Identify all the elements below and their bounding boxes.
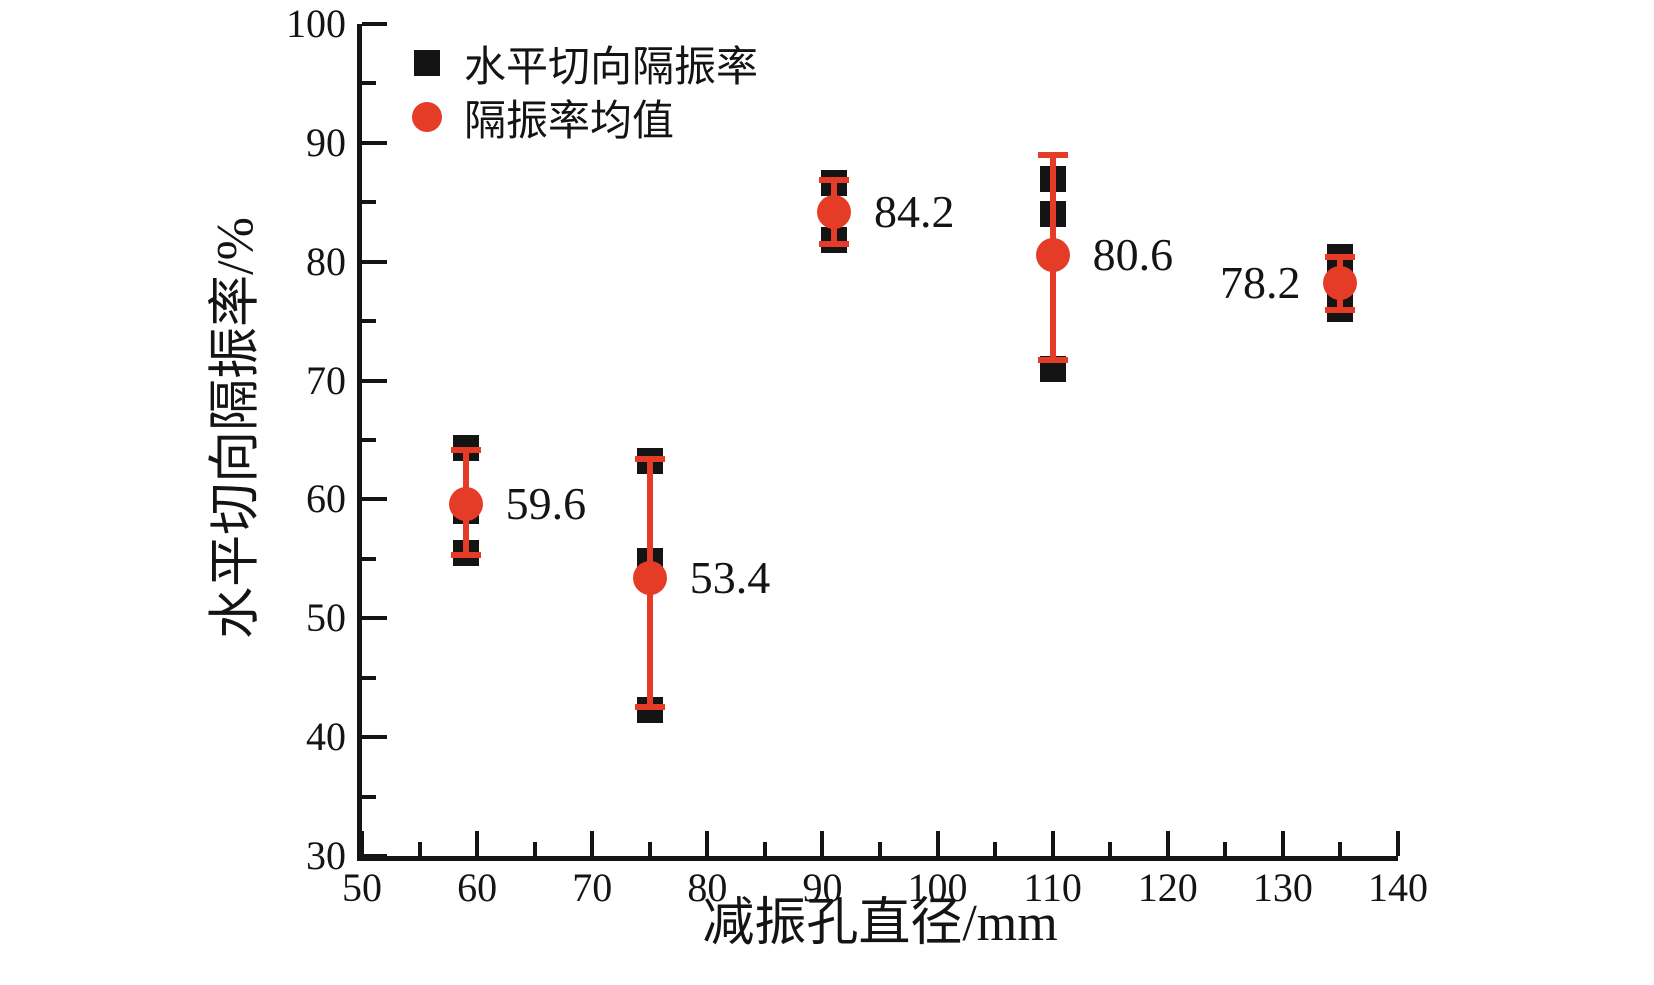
x-tick-label: 120	[1137, 865, 1198, 910]
x-minor-tick	[1108, 842, 1113, 856]
error-bar-cap-bottom	[1037, 357, 1068, 364]
y-tick-label: 80	[306, 238, 346, 284]
error-bar-cap-bottom	[450, 552, 481, 559]
x-major-tick	[590, 831, 595, 856]
data-point-mean-circle	[1035, 237, 1070, 272]
error-bar-cap-top	[1037, 151, 1068, 158]
y-major-tick	[362, 140, 387, 145]
square-marker-icon	[414, 50, 440, 76]
legend-square-marker	[412, 50, 442, 76]
data-point-mean-circle	[632, 560, 667, 595]
data-point-mean-circle	[448, 487, 483, 522]
y-tick-label: 100	[286, 1, 346, 46]
error-bar-cap-top	[1325, 253, 1356, 260]
y-major-tick	[362, 735, 387, 740]
x-minor-tick	[878, 842, 882, 856]
x-minor-tick	[762, 842, 767, 856]
y-minor-tick	[362, 556, 376, 561]
legend-label-squares: 水平切向隔振率	[464, 44, 759, 91]
y-major-tick	[362, 259, 387, 264]
y-tick-label: 40	[306, 714, 346, 760]
x-major-tick	[1396, 831, 1400, 856]
x-major-tick	[705, 831, 710, 856]
y-tick-label: 50	[306, 595, 346, 641]
legend: 水平切向隔振率 隔振率均值	[412, 36, 758, 145]
data-point-mean-circle	[1323, 266, 1358, 301]
y-major-tick	[362, 378, 387, 383]
mean-value-label: 80.6	[1092, 228, 1174, 280]
x-minor-tick	[532, 842, 537, 856]
x-tick-label: 60	[457, 865, 498, 910]
error-bar-cap-bottom	[1325, 307, 1356, 314]
x-tick-label: 50	[342, 865, 382, 910]
x-tick-label: 110	[1023, 865, 1082, 910]
legend-row-squares: 水平切向隔振率	[412, 36, 758, 91]
x-minor-tick	[647, 842, 652, 856]
error-bar-cap-top	[818, 176, 849, 183]
x-major-tick	[1165, 831, 1170, 856]
y-tick-label: 70	[306, 357, 346, 403]
error-bar-cap-top	[634, 456, 665, 463]
x-major-tick	[360, 831, 364, 856]
x-minor-tick	[417, 842, 422, 856]
circle-marker-icon	[412, 102, 442, 132]
y-major-tick	[362, 616, 387, 621]
mean-value-label: 84.2	[873, 185, 955, 237]
y-minor-tick	[362, 438, 376, 442]
y-minor-tick	[362, 319, 376, 324]
legend-row-mean: 隔振率均值	[412, 90, 758, 145]
legend-label-mean: 隔振率均值	[464, 98, 675, 145]
mean-value-label: 53.4	[689, 551, 771, 603]
error-bar-cap-bottom	[634, 704, 665, 711]
mean-value-label: 78.2	[1219, 257, 1301, 309]
x-minor-tick	[1223, 842, 1228, 856]
x-minor-tick	[993, 842, 998, 856]
error-bar-cap-bottom	[818, 240, 849, 247]
plot-area: 水平切向隔振率 隔振率均值 减振孔直径/mm 50 60 70 80 90 100 110 1…	[286, 4, 1428, 953]
x-minor-tick	[1338, 842, 1343, 856]
x-axis-spine	[357, 856, 1398, 861]
x-tick-label: 70	[572, 865, 613, 910]
x-major-tick	[1280, 831, 1285, 856]
x-major-tick	[475, 831, 480, 856]
y-minor-tick	[362, 675, 376, 680]
x-major-tick	[935, 831, 940, 856]
data-point-mean-circle	[816, 194, 851, 229]
y-tick-label: 90	[306, 119, 346, 165]
y-minor-tick	[362, 81, 376, 86]
x-tick-label: 80	[687, 865, 728, 910]
x-tick-label: 90	[802, 865, 843, 910]
x-tick-label: 130	[1252, 865, 1313, 910]
x-major-tick	[1050, 831, 1055, 856]
y-major-tick	[362, 22, 387, 26]
x-axis-title: 减振孔直径/mm	[702, 895, 1058, 952]
legend-circle-marker	[412, 102, 442, 132]
y-axis-title: 水平切向隔振率/%	[207, 217, 265, 639]
x-tick-label: 100	[907, 865, 968, 910]
y-tick-label: 60	[306, 476, 346, 522]
y-minor-tick	[362, 200, 376, 205]
y-major-tick	[362, 497, 387, 502]
error-bar-cap-top	[450, 446, 481, 453]
y-major-tick	[362, 854, 387, 858]
x-tick-label: 140	[1368, 865, 1428, 910]
x-major-tick	[820, 831, 825, 856]
y-axis-spine	[357, 24, 362, 861]
y-minor-tick	[362, 794, 376, 799]
y-tick-label: 30	[306, 833, 346, 878]
mean-value-label: 59.6	[505, 478, 587, 530]
